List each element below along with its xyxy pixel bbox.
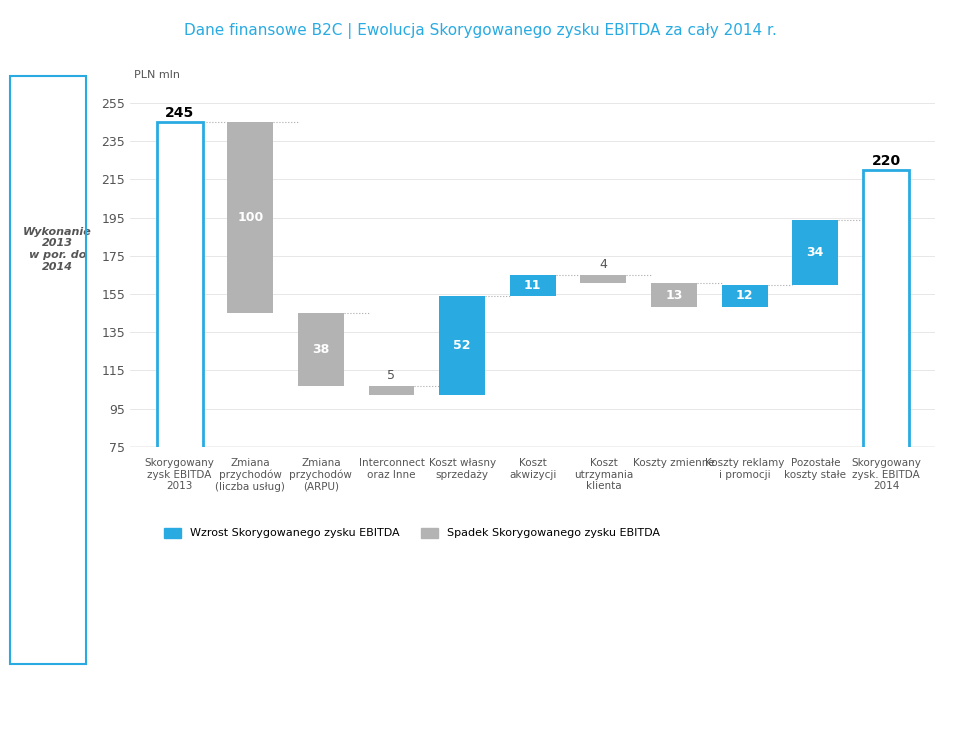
FancyBboxPatch shape: [156, 122, 203, 590]
Bar: [369, 386, 415, 396]
Text: 38: 38: [312, 343, 329, 356]
Bar: [439, 296, 485, 396]
Text: PLN mln: PLN mln: [133, 70, 180, 80]
Bar: [510, 275, 556, 296]
Text: 245: 245: [165, 106, 194, 120]
Bar: [581, 275, 626, 282]
FancyBboxPatch shape: [863, 170, 909, 590]
Text: 4: 4: [599, 258, 608, 271]
Bar: [792, 220, 838, 285]
Text: Wykonanie
2013
w por. do
2014: Wykonanie 2013 w por. do 2014: [23, 226, 92, 272]
Text: 52: 52: [453, 339, 471, 352]
Text: Dane finansowe B2C | Ewolucja Skorygowanego zysku EBITDA za cały 2014 r.: Dane finansowe B2C | Ewolucja Skorygowan…: [183, 23, 777, 39]
Bar: [228, 122, 274, 313]
Text: 34: 34: [806, 245, 824, 258]
Legend: Wzrost Skorygowanego zysku EBITDA, Spadek Skorygowanego zysku EBITDA: Wzrost Skorygowanego zysku EBITDA, Spade…: [159, 523, 664, 543]
Bar: [651, 282, 697, 307]
Text: 13: 13: [665, 288, 683, 301]
Text: 100: 100: [237, 211, 263, 224]
Bar: [722, 285, 768, 307]
Text: 5: 5: [388, 369, 396, 382]
Text: 220: 220: [872, 154, 900, 168]
Bar: [298, 313, 344, 386]
Text: 11: 11: [524, 279, 541, 292]
Text: 12: 12: [736, 289, 754, 303]
